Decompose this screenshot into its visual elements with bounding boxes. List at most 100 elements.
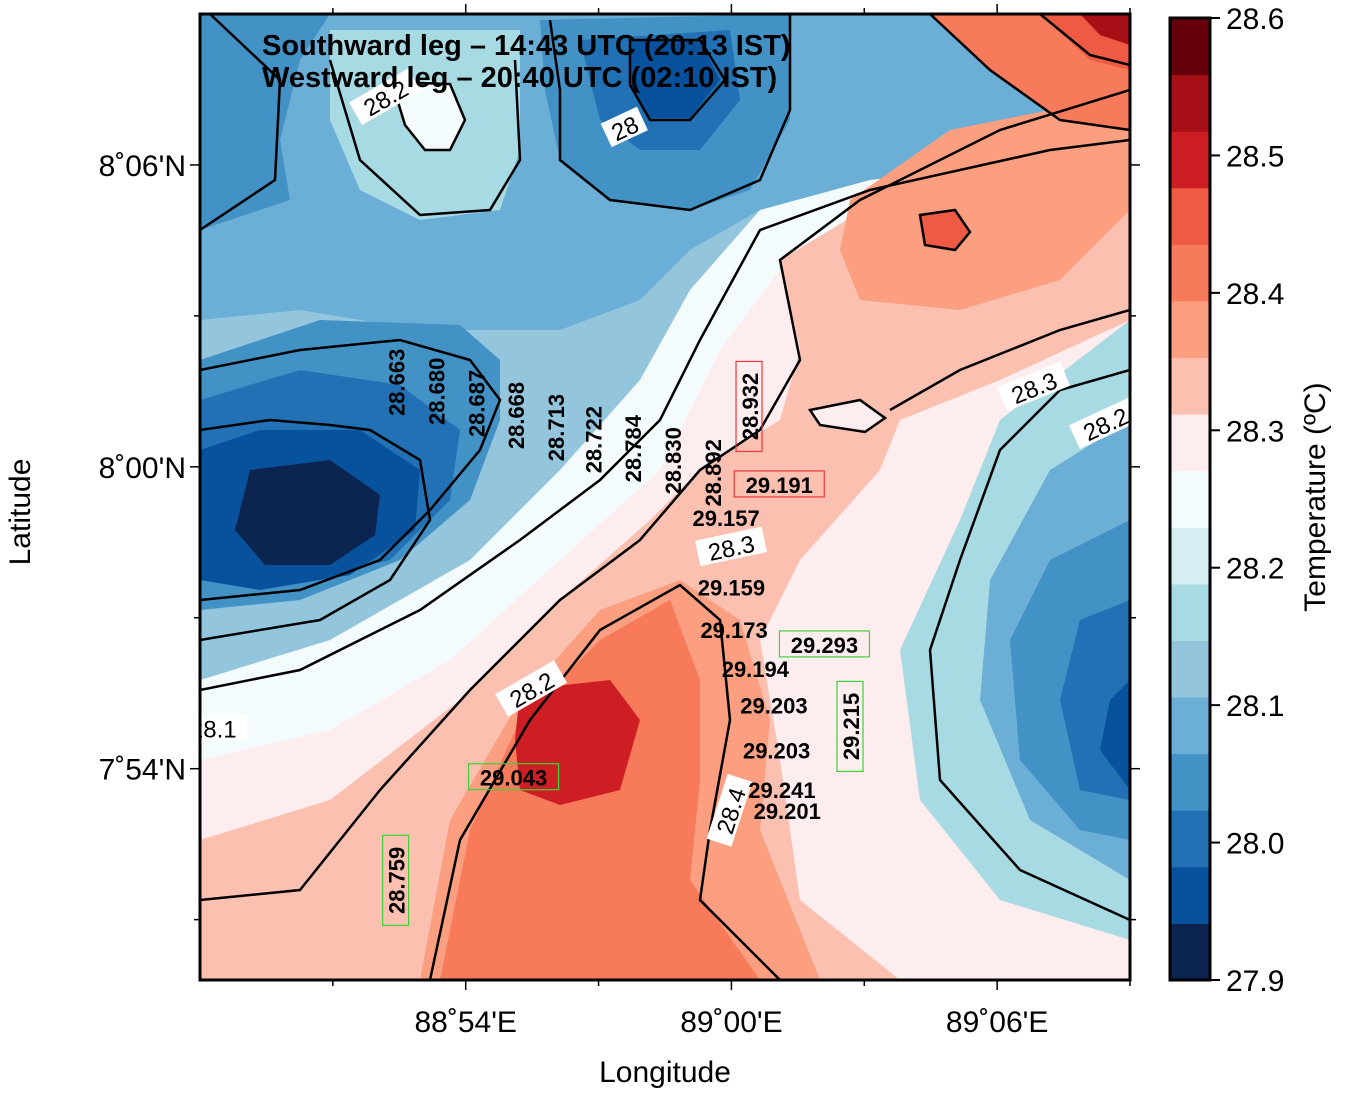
point-value: 28.722: [581, 406, 606, 473]
fill-band-cool-north-inner: [200, 14, 330, 230]
colorbar-tick-label: 28.1: [1226, 690, 1284, 723]
point-value: 29.173: [700, 618, 767, 643]
colorbar-band: [1170, 866, 1210, 924]
contour-label-bg: [1068, 396, 1130, 449]
contour-28-2-east: [928, 368, 1130, 922]
contour-28-north: [628, 38, 727, 122]
contour-28-4-south: [428, 583, 781, 980]
point-value: 29.043: [467, 763, 560, 791]
contour-label-bg: [706, 773, 753, 847]
colorbar: 28.6 28.5 28.4 28.3 28.2 28.1 28.0 27.9 Tempera…: [1168, 3, 1332, 998]
colorbar-band: [1170, 810, 1210, 868]
point-value-text: 29.194: [722, 657, 790, 682]
colorbar-band: [1170, 583, 1210, 641]
point-value-text: 29.201: [754, 799, 821, 824]
colorbar-ticks: 28.6 28.5 28.4 28.3 28.2 28.1 28.0 27.9: [1210, 3, 1284, 998]
contour-label-text: 28.1: [190, 716, 237, 743]
colorbar-tick-label: 28.6: [1226, 3, 1284, 36]
colorbar-tick-label: 28.0: [1226, 828, 1284, 861]
point-value-text: 29.157: [692, 506, 759, 531]
point-value-box: [733, 470, 825, 498]
point-value: 28.668: [504, 382, 529, 449]
contour-28-3-east: [889, 308, 1130, 412]
colorbar-band: [1170, 244, 1210, 302]
point-value: 29.201: [754, 799, 821, 824]
contour-label: 28.1: [190, 714, 248, 743]
point-value-box: [467, 763, 560, 791]
point-value: 29.203: [740, 693, 807, 718]
colorbar-band: [1170, 640, 1210, 698]
point-value-box: [778, 630, 871, 658]
contour-label-bg: [349, 68, 421, 126]
y-tick-label: 8˚00'N: [99, 452, 186, 485]
point-value: 29.157: [692, 506, 759, 531]
point-value-text: 28.680: [424, 358, 449, 425]
colorbar-band: [1170, 357, 1210, 415]
colorbar-tick-label: 28.3: [1226, 415, 1284, 448]
point-value-text: 29.203: [740, 693, 807, 718]
colorbar-band: [1170, 18, 1210, 76]
colorbar-tick-label: 27.9: [1226, 965, 1284, 998]
x-tick-label: 89˚00'E: [680, 1006, 782, 1039]
point-value-text: 28.759: [385, 847, 410, 914]
chart-title-line-2: Westward leg – 20:40 UTC (02:10 IST): [262, 62, 777, 94]
contour-28-3-main: [200, 88, 1130, 902]
contour-28-4-northeast: [929, 14, 1130, 132]
point-value: 28.713: [544, 394, 569, 461]
point-value-text: 28.722: [581, 406, 606, 473]
colorbar-band: [1170, 527, 1210, 585]
y-tick-label: 8˚06'N: [99, 150, 186, 183]
fill-band-south-warm-core: [515, 680, 640, 805]
fill-band-northeast-spot: [920, 210, 970, 250]
point-value-text: 29.173: [700, 618, 767, 643]
point-value-text: 29.191: [746, 473, 813, 498]
point-value-text: 29.043: [480, 766, 547, 791]
contour-28-1-northwest: [200, 14, 282, 232]
point-value-text: 29.215: [839, 693, 864, 760]
point-value: 28.663: [385, 349, 410, 416]
point-value-text: 28.932: [738, 373, 763, 440]
contour-28-5-northeast-2: [1039, 14, 1130, 67]
contour-label-bg: [200, 714, 248, 741]
point-value-text: 28.687: [464, 370, 489, 437]
contour-28-2-main: [200, 138, 1130, 692]
point-value-text: 28.892: [701, 439, 726, 506]
x-tick-label: 89˚06'E: [946, 1006, 1048, 1039]
point-value: 28.830: [661, 427, 686, 494]
point-value: 28.784: [621, 414, 646, 482]
map-frame: [198, 12, 1132, 982]
y-tick-label: 7˚54'N: [99, 754, 186, 787]
colorbar-band: [1170, 187, 1210, 245]
contour-28-1-west: [200, 418, 432, 642]
point-value-text: 28.663: [385, 349, 410, 416]
colorbar-tick-label: 28.5: [1226, 140, 1284, 173]
contour-label-bg: [600, 106, 648, 148]
point-value: 29.194: [722, 657, 790, 682]
fill-band-northcentral-white: [392, 80, 465, 150]
contour-label-bg: [695, 526, 767, 567]
colorbar-band: [1170, 300, 1210, 359]
fill-band-northeast-core-2: [1080, 14, 1130, 45]
y-axis-title: Latitude: [4, 459, 37, 566]
point-value: 28.680: [424, 358, 449, 425]
colorbar-tick-label: 28.4: [1226, 278, 1284, 311]
point-value: 28.687: [464, 370, 489, 437]
colorbar-band: [1170, 414, 1210, 472]
contour-28-2-north-loop: [390, 80, 467, 152]
point-value: 29.159: [698, 576, 765, 601]
axis-ticks: [190, 4, 1140, 990]
point-value-text: 28.830: [661, 427, 686, 494]
colorbar-title: Temperature (ºC): [1299, 382, 1332, 611]
colorbar-tick-label: 28.2: [1226, 553, 1284, 586]
point-value-text: 28.713: [544, 394, 569, 461]
colorbar-band: [1170, 131, 1210, 189]
fill-band-east-cold-core: [1100, 680, 1130, 790]
contour-28-3-central-loop: [807, 398, 888, 434]
chart-title-line-1: Southward leg – 14:43 UTC (20:13 IST): [262, 30, 791, 62]
point-value-box: [735, 360, 763, 453]
contour-28-west-core: [200, 338, 502, 602]
contour-label-bg: [495, 660, 568, 717]
fill-band-northeast-salmon: [840, 60, 1130, 310]
